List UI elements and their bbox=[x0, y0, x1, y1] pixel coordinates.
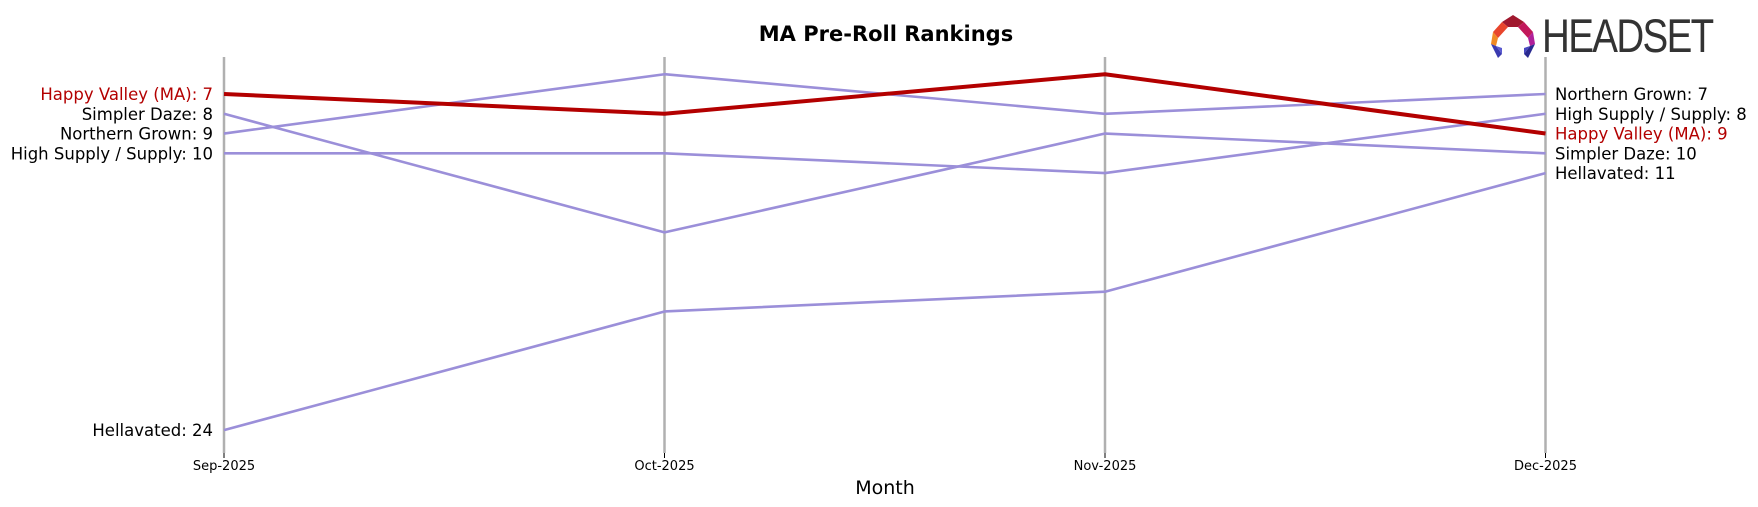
series-line bbox=[223, 72, 1546, 136]
headset-logo: HEADSET bbox=[1488, 9, 1718, 62]
x-tick-label: Oct-2025 bbox=[634, 459, 694, 474]
end-label: Hellavated: 11 bbox=[1555, 164, 1676, 183]
x-axis-label: Month bbox=[855, 477, 915, 499]
start-label: High Supply / Supply: 10 bbox=[11, 144, 213, 163]
series-line bbox=[224, 112, 1546, 175]
start-label: Hellavated: 24 bbox=[92, 421, 213, 440]
start-label: Happy Valley (MA): 7 bbox=[40, 85, 213, 104]
end-label: Simpler Daze: 10 bbox=[1555, 144, 1697, 163]
end-label: High Supply / Supply: 8 bbox=[1555, 105, 1747, 124]
series-line bbox=[223, 171, 1546, 432]
x-tick-label: Dec-2025 bbox=[1514, 459, 1577, 474]
logo-text: HEADSET bbox=[1542, 9, 1714, 62]
headset-logo-icon bbox=[1491, 15, 1535, 58]
chart-title: MA Pre-Roll Rankings bbox=[758, 22, 1014, 46]
x-tick-label: Nov-2025 bbox=[1074, 459, 1137, 474]
series-line bbox=[223, 112, 1546, 234]
x-tick-label: Sep-2025 bbox=[193, 459, 255, 474]
start-label: Northern Grown: 9 bbox=[60, 125, 213, 144]
end-label: Happy Valley (MA): 9 bbox=[1555, 125, 1728, 144]
end-label: Northern Grown: 7 bbox=[1555, 85, 1708, 104]
start-label: Simpler Daze: 8 bbox=[82, 105, 213, 124]
